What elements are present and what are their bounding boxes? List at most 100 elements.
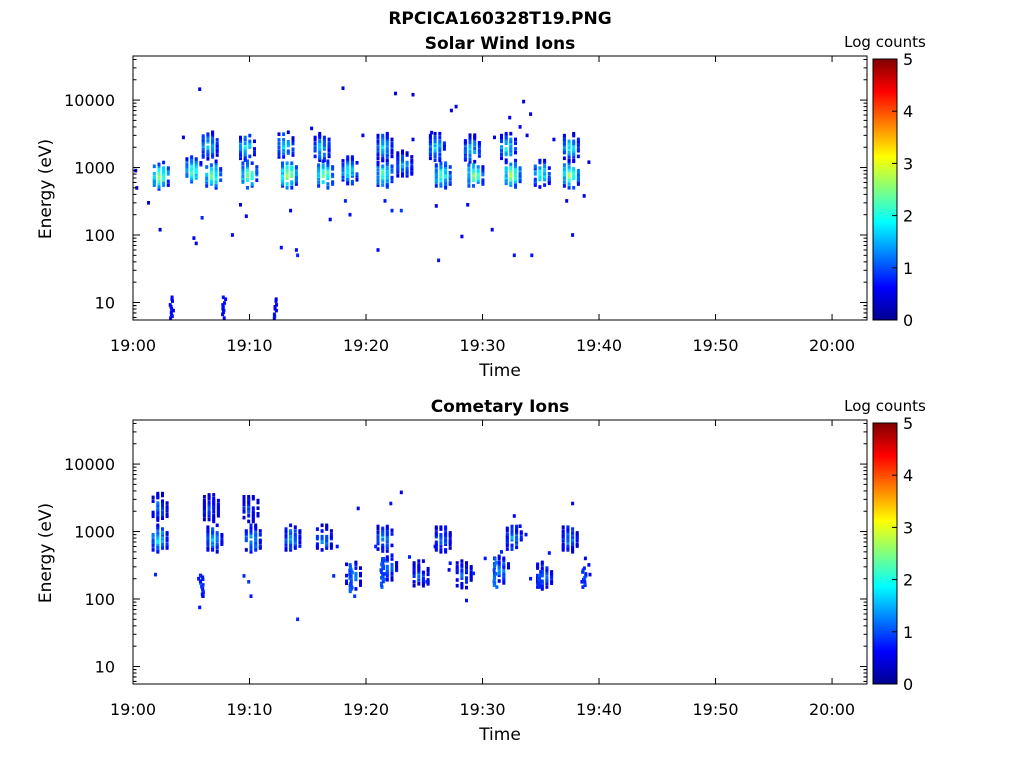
heatmap-cell-479: [396, 151, 400, 155]
heatmap-cell-256: [293, 529, 297, 533]
heatmap-cell-634: [575, 533, 579, 537]
heatmap-cell-427: [434, 533, 438, 537]
scatter-cell-836: [181, 135, 185, 140]
heatmap-cell-533: [444, 180, 448, 184]
heatmap-cell-552: [515, 526, 519, 531]
heatmap-cell-166: [249, 533, 253, 537]
heatmap-cell-531: [505, 528, 509, 533]
heatmap-cell-111: [206, 153, 210, 157]
heatmap-cell-207: [247, 500, 251, 505]
heatmap-cell-411: [421, 576, 425, 580]
heatmap-cell-554: [519, 537, 523, 542]
heatmap-cell-141: [212, 500, 216, 505]
heatmap-cell-208: [247, 498, 251, 503]
heatmap-cell-545: [515, 541, 519, 546]
heatmap-cell-92: [211, 533, 215, 537]
heatmap-cell-463: [455, 561, 459, 565]
heatmap-cell-377: [350, 162, 354, 167]
heatmap-cell-542: [444, 161, 448, 165]
streak-cell-691: [348, 574, 352, 578]
heatmap-cell-688: [514, 158, 517, 163]
heatmap-cell-522: [507, 562, 510, 566]
streak-cell-701: [381, 579, 385, 584]
heatmap-cell-216: [251, 510, 255, 514]
heatmap-cell-308: [313, 147, 317, 151]
heatmap-cell-131: [211, 132, 215, 136]
heatmap-cell-174: [254, 544, 258, 548]
streak-cell-728: [538, 583, 542, 587]
heatmap-cell-111: [202, 517, 206, 522]
heatmap-cell-511: [434, 176, 438, 181]
heatmap-cell-66: [199, 162, 203, 167]
streak-cell-692: [348, 572, 352, 577]
heatmap-cell-132: [211, 130, 215, 135]
heatmap-cell-490: [401, 149, 404, 154]
heatmap-cell-657: [504, 181, 508, 186]
heatmap-cell-489: [469, 570, 473, 575]
heatmap-cell-598: [472, 178, 475, 182]
heatmap-cell-103: [215, 533, 219, 537]
heatmap-cell-37: [185, 166, 189, 171]
colorbar-tick-label-0: 0: [903, 675, 913, 694]
heatmap-cell-455: [385, 141, 389, 145]
heatmap-cell-91: [211, 534, 215, 539]
heatmap-cell-587: [442, 141, 446, 145]
heatmap-cell-35: [165, 533, 169, 537]
heatmap-cell-118: [202, 502, 206, 507]
heatmap-cell-534: [510, 545, 514, 550]
streak-cell-722: [492, 568, 496, 572]
heatmap-cell-768: [562, 167, 566, 171]
heatmap-cell-186: [258, 544, 262, 548]
heatmap-cell-435: [381, 158, 385, 162]
heatmap-cell-602: [561, 531, 565, 535]
heatmap-cell-474: [396, 160, 400, 165]
heatmap-cell-375: [385, 543, 389, 548]
heatmap-cell-624: [571, 536, 575, 541]
heatmap-cell-196: [248, 141, 252, 145]
heatmap-cell-4: [152, 175, 156, 180]
heatmap-cell-626: [571, 533, 575, 537]
streak-cell-715: [492, 583, 496, 587]
heatmap-cell-372: [381, 526, 385, 531]
heatmap-cell-320: [318, 145, 322, 149]
heatmap-cell-393: [376, 164, 380, 169]
heatmap-cell-226: [290, 180, 294, 184]
heatmap-cell-97: [219, 172, 223, 177]
heatmap-cell-176: [254, 540, 258, 545]
heatmap-cell-72: [206, 548, 210, 552]
heatmap-cell-181: [254, 531, 258, 535]
heatmap-cell-520: [439, 178, 443, 182]
colorbar-tick-label-3: 3: [903, 154, 913, 173]
streak-cell-716: [493, 581, 497, 586]
heatmap-cell-316: [359, 581, 362, 585]
scatter-cell-862: [434, 204, 438, 208]
heatmap-cell-626: [463, 146, 467, 151]
x-tick-label-6: 20:00: [809, 336, 855, 355]
y-tick-label-3: 10000: [64, 455, 115, 474]
heatmap-cell-524: [505, 543, 509, 548]
heatmap-cell-253: [282, 147, 286, 152]
heatmap-cell-157: [246, 161, 249, 165]
heatmap-cell-232: [284, 533, 288, 537]
streak-cell-739: [583, 579, 587, 584]
scatter-cell-858: [394, 91, 397, 96]
heatmap-cell-198: [242, 496, 246, 501]
heatmap-cell-146: [241, 167, 245, 171]
heatmap-cell-339: [390, 576, 394, 580]
heatmap-cell-545: [448, 176, 452, 181]
heatmap-cell-527: [439, 165, 443, 169]
heatmap-cell-343: [327, 141, 331, 145]
heatmap-cell-80: [209, 170, 213, 175]
heatmap-cell-439: [439, 525, 443, 529]
heatmap-cell-263: [298, 529, 302, 533]
heatmap-cell-491: [405, 174, 409, 178]
heatmap-cell-117: [202, 504, 206, 509]
heatmap-cell-793: [576, 170, 580, 175]
heatmap-cell-700: [500, 139, 503, 144]
scatter-cell-875: [529, 112, 533, 116]
heatmap-cell-611: [476, 169, 480, 173]
heatmap-cell-472: [460, 565, 464, 569]
heatmap-cell-568: [433, 141, 437, 145]
heatmap-cell-567: [433, 143, 437, 147]
